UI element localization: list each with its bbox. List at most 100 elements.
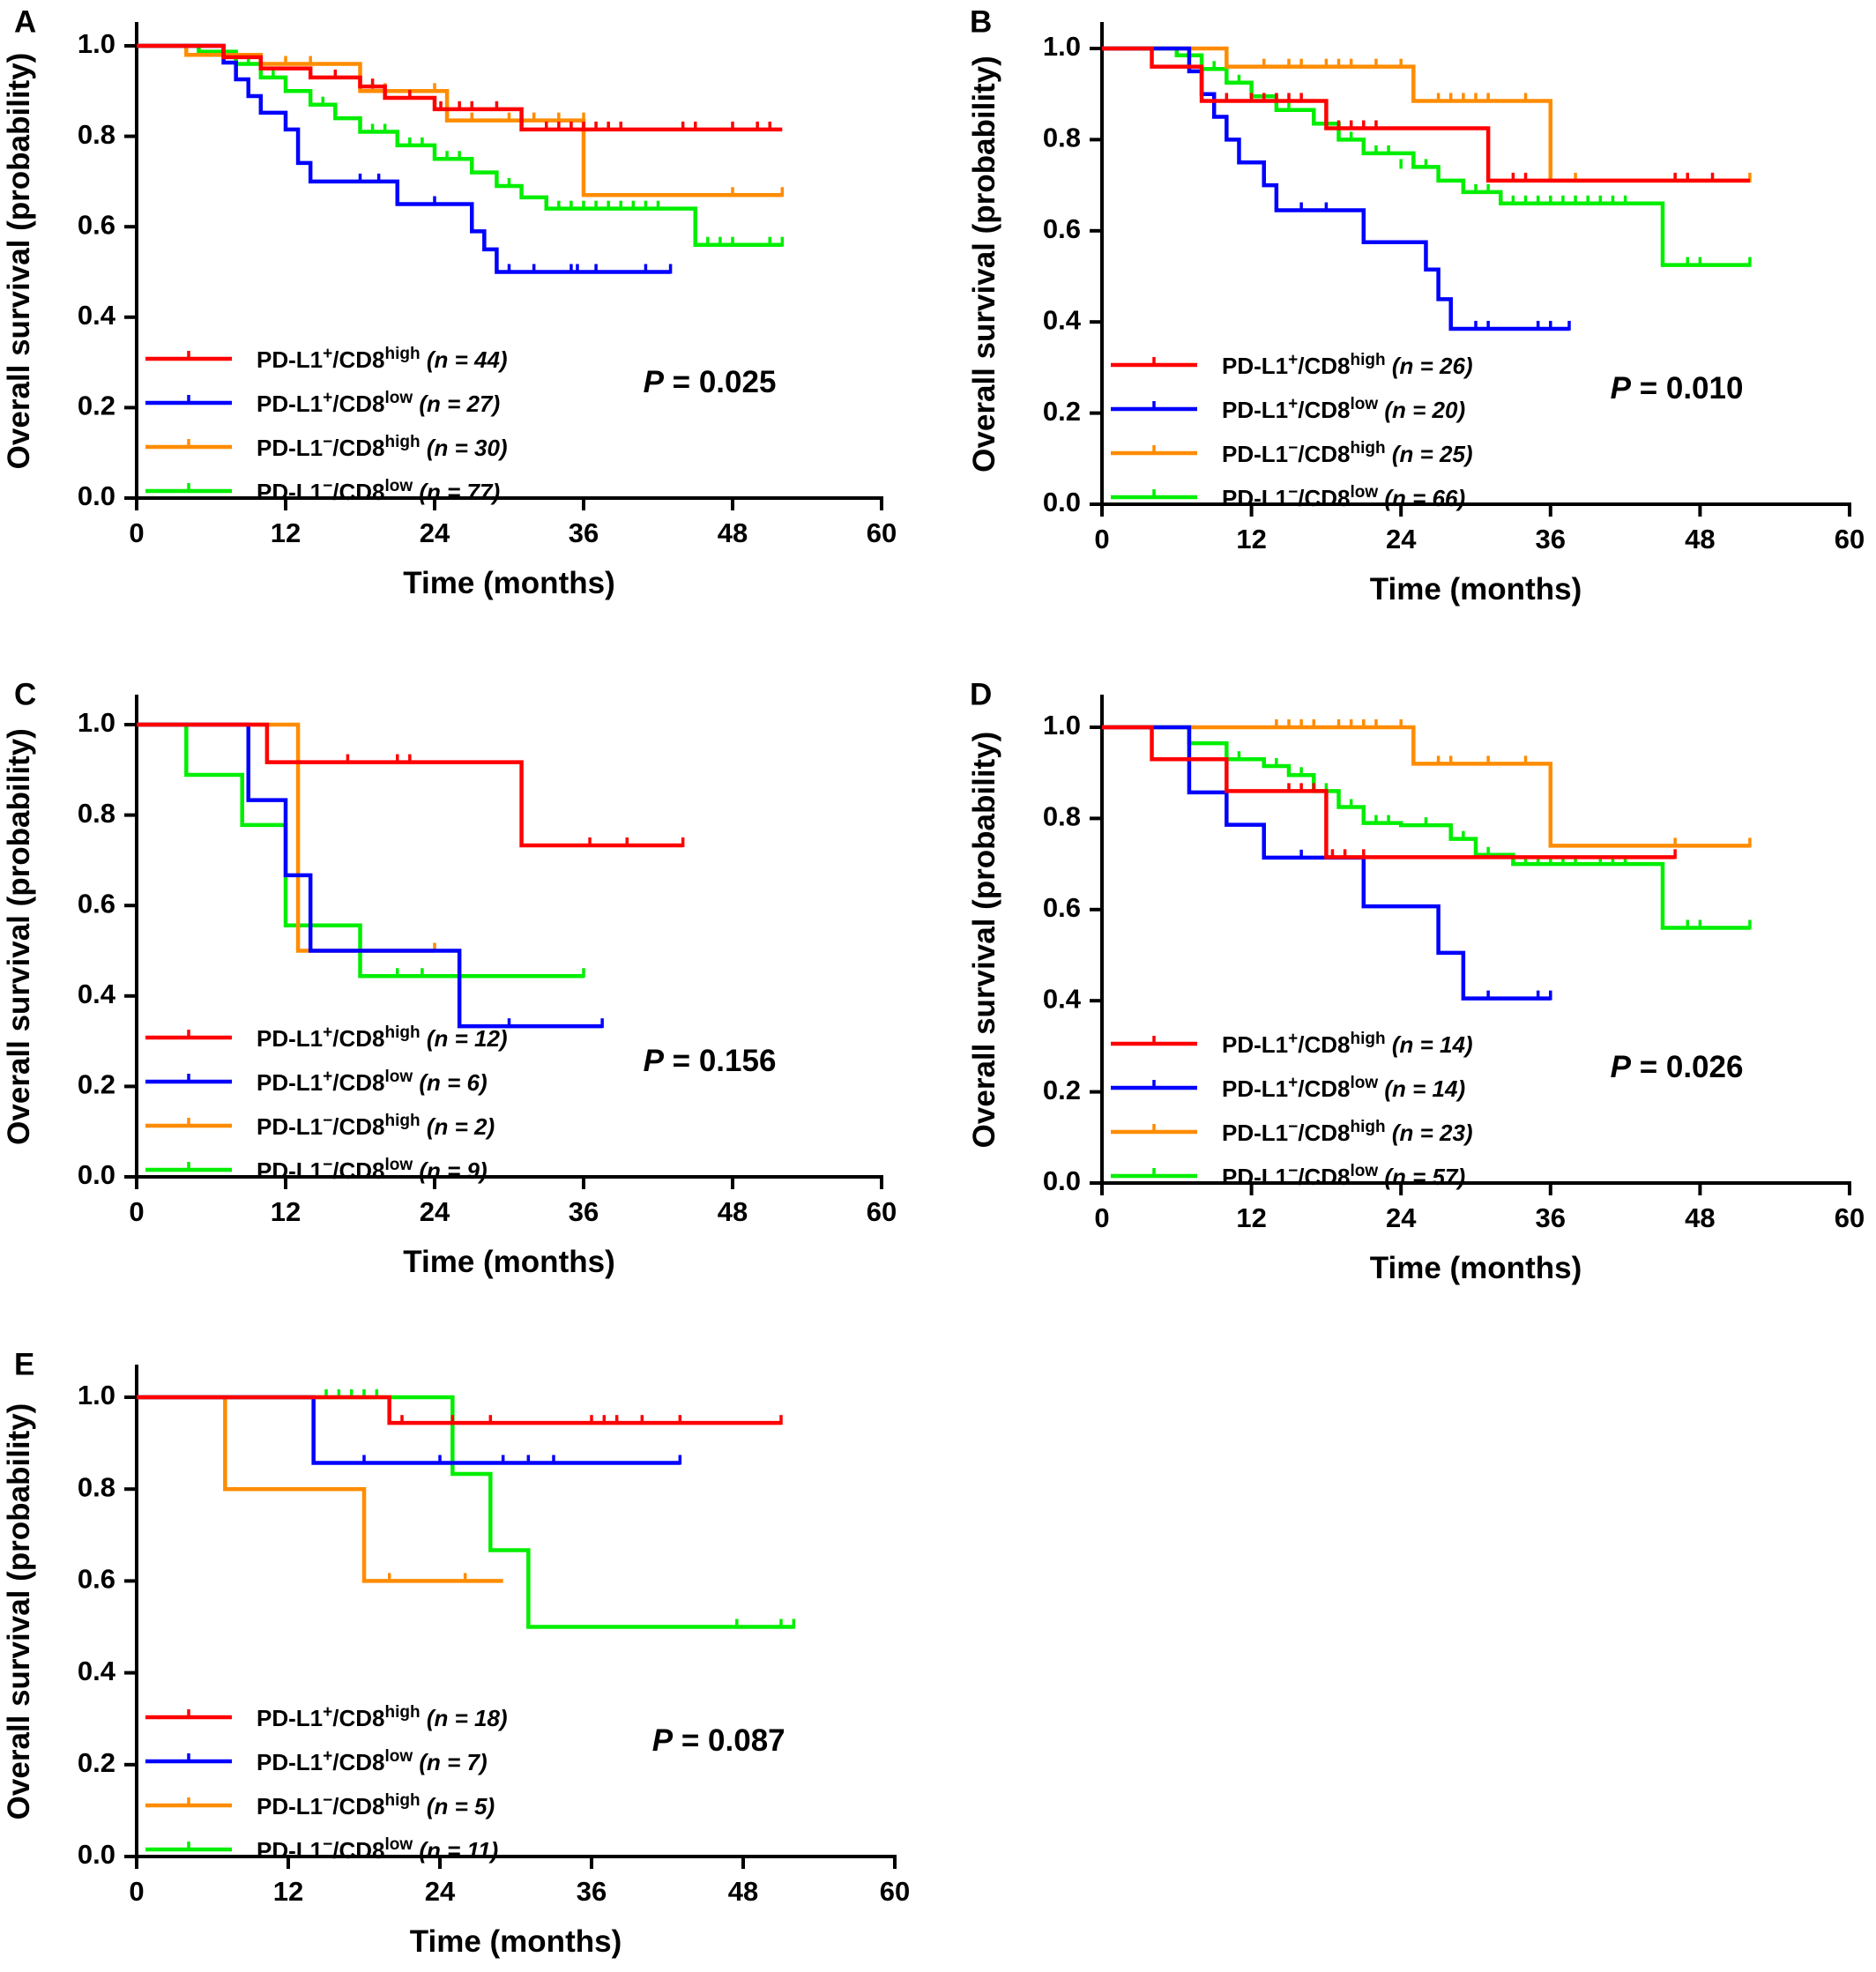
legend-label: PD-L1−/CD8low (n = 57) — [1222, 1162, 1465, 1190]
y-tick-label: 0.0 — [1043, 487, 1081, 517]
y-tick-label: 0.4 — [78, 979, 116, 1009]
y-tick-label: 1.0 — [78, 28, 115, 59]
y-axis-label: Overall survival (probability) — [967, 732, 1001, 1149]
legend-item-pdl1neg-cd8high: PD-L1−/CD8high (n = 25) — [1111, 439, 1473, 467]
legend-item-pdl1pos-cd8low: PD-L1+/CD8low (n = 6) — [145, 1068, 488, 1096]
x-tick-label: 36 — [1536, 1202, 1566, 1233]
p-value: P = 0.025 — [644, 365, 777, 399]
curve-pdl1neg-cd8low — [137, 1395, 794, 1629]
legend-item-pdl1neg-cd8low: PD-L1−/CD8low (n = 9) — [145, 1156, 488, 1184]
panel-d: D 0.0 0.2 0.4 0.6 0.8 1.0 0 12 24 36 48 60 Time (mont… — [967, 677, 1865, 1285]
legend-item-pdl1pos-cd8high: PD-L1+/CD8high (n = 12) — [145, 1023, 508, 1052]
legend-label: PD-L1+/CD8high (n = 44) — [257, 345, 508, 373]
legend-label: PD-L1+/CD8low (n = 7) — [257, 1747, 488, 1775]
panel-letter: C — [14, 677, 36, 711]
y-tick-label: 0.8 — [78, 1471, 115, 1502]
legend-label: PD-L1−/CD8high (n = 30) — [257, 433, 508, 461]
legend-item-pdl1pos-cd8low: PD-L1+/CD8low (n = 27) — [145, 389, 500, 417]
legend-label: PD-L1−/CD8low (n = 77) — [257, 477, 500, 505]
panel-c: C 0.0 0.2 0.4 0.6 0.8 1.0 0 12 24 36 48 60 Time (mont… — [2, 677, 897, 1279]
curve-pdl1pos-cd8low — [1102, 46, 1569, 331]
legend-item-pdl1neg-cd8low: PD-L1−/CD8low (n = 11) — [145, 1835, 498, 1864]
x-tick-label: 36 — [569, 1196, 599, 1227]
legend-label: PD-L1−/CD8low (n = 11) — [257, 1835, 498, 1864]
x-tick-label: 12 — [271, 517, 301, 548]
legend-item-pdl1pos-cd8high: PD-L1+/CD8high (n = 14) — [1111, 1030, 1473, 1058]
y-tick-label: 0.0 — [78, 480, 115, 511]
legend-label: PD-L1−/CD8high (n = 5) — [257, 1791, 495, 1819]
y-tick-label: 0.2 — [78, 1069, 115, 1100]
curve-pdl1pos-cd8low — [137, 1395, 681, 1465]
curve-pdl1pos-cd8high — [137, 722, 683, 848]
x-tick-label: 48 — [1685, 1202, 1715, 1233]
legend-label: PD-L1+/CD8low (n = 20) — [1222, 395, 1465, 423]
y-tick-label: 0.8 — [78, 798, 115, 829]
legend-item-pdl1pos-cd8low: PD-L1+/CD8low (n = 14) — [1111, 1074, 1465, 1102]
y-tick-label: 0.6 — [78, 209, 115, 240]
x-tick-label: 12 — [1236, 1202, 1266, 1233]
curve-pdl1pos-cd8low — [137, 722, 603, 1029]
legend-label: PD-L1−/CD8high (n = 25) — [1222, 439, 1473, 467]
x-tick-label: 60 — [1835, 1202, 1865, 1233]
legend-label: PD-L1+/CD8high (n = 12) — [257, 1023, 508, 1052]
y-tick-label: 0.4 — [1043, 983, 1082, 1014]
legend-label: PD-L1+/CD8high (n = 14) — [1222, 1030, 1473, 1058]
x-tick-label: 60 — [867, 517, 897, 548]
x-tick-label: 12 — [273, 1876, 303, 1907]
curve-pdl1neg-cd8high — [137, 43, 783, 197]
x-tick-label: 0 — [1094, 1202, 1109, 1233]
legend-item-pdl1neg-cd8low: PD-L1−/CD8low (n = 57) — [1111, 1162, 1465, 1190]
curve-pdl1pos-cd8high — [137, 43, 783, 132]
x-tick-label: 0 — [129, 1876, 144, 1907]
x-tick-label: 60 — [880, 1876, 910, 1907]
y-tick-label: 1.0 — [1043, 31, 1081, 62]
x-tick-label: 48 — [1685, 524, 1715, 554]
y-tick-label: 0.2 — [78, 1747, 115, 1778]
curve-pdl1neg-cd8low — [137, 43, 783, 247]
curve-pdl1neg-cd8low — [1102, 46, 1750, 267]
y-tick-label: 0.4 — [1043, 304, 1082, 335]
legend-label: PD-L1−/CD8high (n = 2) — [257, 1112, 495, 1140]
panel-letter: D — [970, 677, 992, 711]
x-tick-label: 48 — [718, 517, 748, 548]
panel-letter: A — [14, 4, 36, 39]
y-tick-label: 0.6 — [78, 1564, 115, 1595]
legend-item-pdl1neg-cd8high: PD-L1−/CD8high (n = 23) — [1111, 1118, 1473, 1146]
y-tick-label: 0.6 — [78, 888, 115, 919]
legend-label: PD-L1+/CD8high (n = 18) — [257, 1703, 508, 1731]
y-axis-label: Overall survival (probability) — [967, 56, 1001, 473]
legend-label: PD-L1−/CD8low (n = 66) — [1222, 483, 1465, 511]
y-tick-label: 1.0 — [78, 1380, 115, 1410]
legend-label: PD-L1−/CD8high (n = 23) — [1222, 1118, 1473, 1146]
panel-e: E 0.0 0.2 0.4 0.6 0.8 1.0 0 12 24 36 48 60 Time (mont… — [2, 1347, 910, 1959]
x-tick-label: 48 — [718, 1196, 748, 1227]
legend-label: PD-L1+/CD8low (n = 27) — [257, 389, 500, 417]
curve-pdl1neg-cd8high — [1102, 725, 1750, 848]
panel-letter: E — [14, 1347, 34, 1381]
legend-label: PD-L1+/CD8high (n = 26) — [1222, 351, 1473, 379]
x-tick-label: 36 — [577, 1876, 607, 1907]
x-tick-label: 24 — [425, 1876, 456, 1907]
axes — [1100, 695, 1851, 1185]
curve-pdl1neg-cd8high — [1102, 46, 1750, 183]
x-axis-label: Time (months) — [1370, 572, 1582, 606]
p-value: P = 0.010 — [1611, 371, 1744, 406]
x-tick-label: 12 — [1236, 524, 1266, 554]
y-tick-label: 0.0 — [78, 1839, 115, 1870]
p-value: P = 0.026 — [1611, 1050, 1744, 1084]
x-axis-label: Time (months) — [410, 1924, 622, 1959]
legend-item-pdl1neg-cd8high: PD-L1−/CD8high (n = 30) — [145, 433, 508, 461]
panel-b: B 0.0 0.2 0.4 0.6 0.8 1.0 0 12 24 36 48 60 Time (mont… — [967, 4, 1865, 606]
y-tick-label: 0.4 — [78, 1656, 116, 1686]
x-tick-label: 0 — [129, 517, 144, 548]
x-tick-label: 36 — [569, 517, 599, 548]
x-tick-label: 36 — [1536, 524, 1566, 554]
legend-label: PD-L1+/CD8low (n = 14) — [1222, 1074, 1465, 1102]
panel-letter: B — [970, 4, 992, 39]
y-tick-label: 0.4 — [78, 300, 116, 331]
x-tick-label: 12 — [271, 1196, 301, 1227]
x-axis-label: Time (months) — [403, 1245, 614, 1279]
y-tick-label: 0.8 — [1043, 123, 1081, 153]
y-tick-label: 0.8 — [1043, 801, 1081, 832]
